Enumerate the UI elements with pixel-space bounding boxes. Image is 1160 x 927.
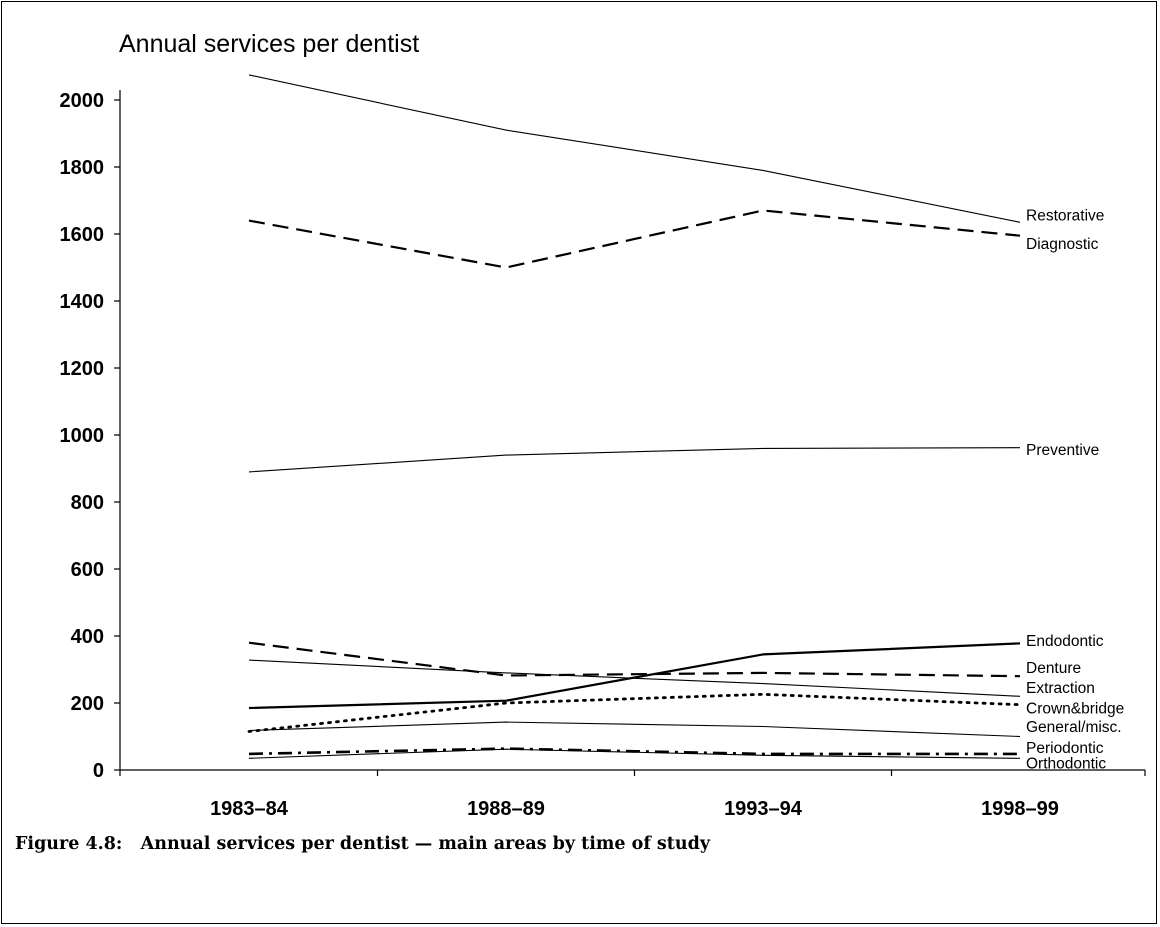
series-label: Denture	[1026, 660, 1081, 677]
series-label: General/misc.	[1026, 719, 1122, 736]
series-label: Crown&bridge	[1026, 701, 1124, 718]
series-lines	[247, 74, 1022, 759]
series-label: Diagnostic	[1026, 236, 1099, 253]
series-line-periodontic	[248, 747, 1020, 756]
x-tick-label: 1993–94	[724, 798, 803, 820]
series-line-diagnostic	[248, 209, 1021, 269]
series-label: Preventive	[1026, 442, 1099, 459]
y-tick-label: 1400	[60, 291, 105, 313]
series-line-endodontic	[248, 642, 1021, 710]
series-line-preventive	[248, 447, 1021, 473]
y-tick-label: 800	[71, 492, 104, 514]
series-label: Restorative	[1026, 208, 1104, 225]
series-label: Extraction	[1026, 680, 1095, 697]
series-line-restorative	[248, 74, 1021, 223]
x-tick-label: 1998–99	[981, 798, 1059, 820]
chart-axes: 0 200 400 600 800 1000 1200 1400 1600 1800 2000 198…	[60, 90, 1146, 820]
y-tick-label: 1200	[60, 358, 105, 380]
y-tick-label: 1800	[60, 157, 105, 179]
y-tick-label: 0	[93, 760, 104, 782]
x-tick-label: 1988–89	[467, 798, 545, 820]
series-line-denture	[248, 641, 1021, 678]
x-tick-label: 1983–84	[210, 798, 289, 820]
series-line-crown-bridge	[247, 692, 1022, 733]
series-label: Orthodontic	[1026, 755, 1106, 772]
series-line-extraction	[248, 659, 1021, 697]
y-tick-label: 1000	[60, 425, 105, 447]
y-tick-label: 200	[71, 693, 104, 715]
y-tick-label: 1600	[60, 224, 105, 246]
y-tick-label: 600	[71, 559, 104, 581]
chart-title: Annual services per dentist	[119, 30, 419, 58]
series-line-general-misc-	[248, 721, 1021, 738]
y-tick-label: 400	[71, 626, 104, 648]
series-labels: Restorative Diagnostic Preventive Endodonti…	[1026, 208, 1124, 773]
series-line-orthodontic	[248, 748, 1021, 759]
series-label: Periodontic	[1026, 740, 1104, 757]
figure-caption: Figure 4.8: Annual services per dentist …	[15, 834, 711, 854]
y-tick-label: 2000	[60, 90, 105, 112]
series-label: Endodontic	[1026, 633, 1104, 650]
